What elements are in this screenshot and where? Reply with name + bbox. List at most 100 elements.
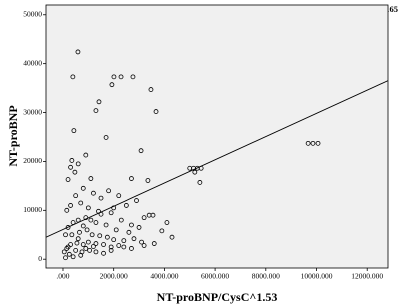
point <box>116 193 122 199</box>
point <box>150 212 156 218</box>
x-tick-label: 2000.000 <box>100 272 128 281</box>
point <box>85 239 91 245</box>
point <box>121 244 127 250</box>
point <box>89 232 95 238</box>
point <box>126 229 132 235</box>
point <box>63 232 68 238</box>
point <box>136 225 142 230</box>
point <box>145 178 151 183</box>
point <box>88 217 94 223</box>
point <box>80 242 86 247</box>
point <box>83 246 89 251</box>
point <box>68 203 73 208</box>
x-tick-label: 4000.000 <box>150 272 178 281</box>
point <box>141 243 147 248</box>
point <box>98 195 104 201</box>
point <box>63 255 68 261</box>
point <box>77 229 82 235</box>
point <box>108 248 114 253</box>
point <box>93 108 99 113</box>
point <box>78 200 84 206</box>
point <box>75 49 81 55</box>
point <box>93 249 99 255</box>
point <box>101 242 106 247</box>
point <box>129 222 134 228</box>
point <box>109 82 115 88</box>
point <box>116 243 122 248</box>
point <box>197 180 203 185</box>
point <box>65 244 71 250</box>
point <box>106 188 112 194</box>
point <box>131 236 137 242</box>
point <box>80 223 86 229</box>
point <box>78 252 84 258</box>
point <box>64 207 70 213</box>
point <box>65 177 71 182</box>
point <box>66 251 72 257</box>
point <box>111 74 117 80</box>
plot-area <box>45 4 389 269</box>
point <box>103 222 109 228</box>
y-tick-label: 40000 <box>23 58 42 67</box>
point <box>159 228 165 234</box>
point <box>130 74 136 80</box>
point <box>93 241 99 246</box>
point <box>192 169 198 175</box>
regression-line <box>46 80 388 238</box>
point <box>64 246 70 251</box>
point <box>108 210 114 216</box>
x-tick-label: 6000.000 <box>201 272 229 281</box>
y-tick-label: 10000 <box>23 205 42 214</box>
point <box>169 234 175 240</box>
point <box>134 198 139 203</box>
x-tick-label: 10000.000 <box>301 272 333 281</box>
point <box>129 176 134 181</box>
point <box>151 241 157 246</box>
point <box>69 232 75 238</box>
point <box>141 215 147 221</box>
point <box>68 242 73 247</box>
point <box>164 220 170 225</box>
point <box>75 161 81 167</box>
x-tick-label: 12000.000 <box>351 272 383 281</box>
point <box>139 239 144 245</box>
point <box>153 109 159 114</box>
y-tick-label: 0 <box>38 254 42 263</box>
point <box>118 217 124 223</box>
point <box>123 203 129 208</box>
point <box>97 233 103 239</box>
x-tick-label: 8000.000 <box>252 272 280 281</box>
point <box>68 164 73 170</box>
point <box>310 140 316 146</box>
point <box>315 140 321 146</box>
point <box>108 244 114 250</box>
point <box>91 190 96 196</box>
x-axis-title: NT-proBNP/CysC^1.53 <box>157 290 278 304</box>
point <box>121 238 127 244</box>
point <box>75 236 81 242</box>
point <box>71 128 77 134</box>
y-tick-label: 20000 <box>23 156 42 165</box>
point <box>70 74 76 80</box>
point <box>113 227 119 233</box>
point <box>118 74 124 80</box>
point <box>111 237 117 243</box>
point <box>80 185 86 191</box>
point <box>305 140 311 146</box>
point <box>72 169 78 175</box>
point <box>70 254 76 260</box>
point <box>138 148 144 154</box>
y-axis-title: NT-proBNP <box>6 105 20 166</box>
point <box>84 227 90 233</box>
point <box>61 249 67 255</box>
point <box>96 99 102 105</box>
point <box>93 220 99 225</box>
point <box>74 240 80 246</box>
point <box>148 87 154 92</box>
x-tick-label: .000 <box>56 272 69 281</box>
y-tick-label: 30000 <box>23 107 42 116</box>
point <box>129 246 134 251</box>
y-tick-label: 50000 <box>23 9 42 18</box>
